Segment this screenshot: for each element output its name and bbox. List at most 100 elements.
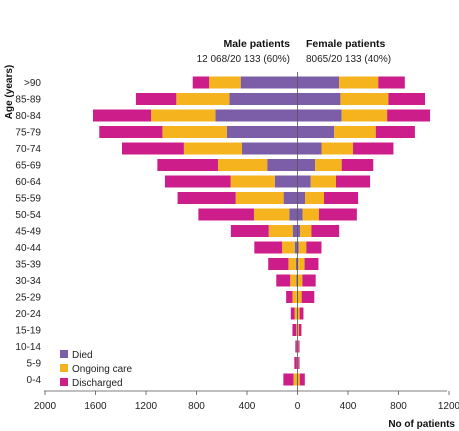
bar-male-died-9 — [292, 225, 298, 237]
x-axis-label: No of patients — [388, 419, 455, 430]
bar-male-died-1 — [229, 93, 298, 105]
y-axis-label: Age (years) — [4, 65, 15, 119]
bar-female-discharged-0 — [378, 76, 405, 89]
bar-female-ongoing-care-15 — [297, 324, 299, 336]
right-subheader: 8065/20 133 (40%) — [306, 54, 391, 65]
bar-male-discharged-7 — [177, 192, 236, 204]
bar-female-discharged-8 — [318, 208, 357, 221]
bar-female-ongoing-care-14 — [297, 307, 300, 320]
bar-male-ongoing-care-18 — [293, 373, 298, 386]
bar-male-ongoing-care-6 — [230, 175, 275, 188]
bar-male-died-5 — [267, 159, 298, 171]
y-tick-label: 10-14 — [15, 342, 41, 353]
bar-male-died-11 — [295, 258, 298, 270]
y-tick-label: 35-39 — [15, 260, 41, 271]
bar-female-ongoing-care-18 — [297, 373, 300, 386]
bar-male-discharged-10 — [254, 241, 283, 254]
bar-female-died-10 — [297, 241, 299, 254]
bar-female-ongoing-care-9 — [300, 225, 312, 237]
bars-layer — [92, 76, 431, 386]
y-tick-label: 85-89 — [15, 95, 41, 106]
bar-male-discharged-1 — [135, 93, 177, 105]
bar-male-discharged-8 — [198, 208, 254, 221]
bar-female-died-9 — [297, 225, 301, 237]
bar-male-discharged-12 — [276, 274, 291, 287]
bar-male-discharged-13 — [286, 291, 293, 303]
bar-female-died-3 — [297, 126, 335, 138]
bar-female-discharged-3 — [375, 126, 415, 138]
x-tick-label: 800 — [188, 401, 205, 412]
y-tick-label: >90 — [24, 78, 41, 89]
legend-label-discharged: Discharged — [72, 378, 123, 389]
bar-female-died-4 — [297, 142, 322, 155]
x-tick-label: 1200 — [135, 401, 158, 412]
bar-female-discharged-5 — [341, 159, 374, 171]
bar-male-ongoing-care-11 — [288, 258, 296, 270]
left-header: Male patients — [223, 38, 290, 50]
bar-female-ongoing-care-3 — [334, 126, 376, 138]
bar-male-ongoing-care-13 — [292, 291, 297, 303]
bar-male-discharged-18 — [283, 373, 294, 386]
bar-male-ongoing-care-5 — [217, 159, 268, 171]
bar-male-discharged-11 — [268, 258, 289, 270]
x-tick-label: 0 — [295, 401, 301, 412]
bar-male-died-7 — [283, 192, 298, 204]
bar-female-discharged-1 — [388, 93, 426, 105]
bar-female-ongoing-care-2 — [341, 109, 388, 122]
bar-male-ongoing-care-9 — [268, 225, 293, 237]
legend-swatch-died — [60, 350, 68, 358]
y-tick-label: 30-34 — [15, 276, 41, 287]
bar-male-ongoing-care-12 — [290, 274, 297, 287]
bar-female-ongoing-care-6 — [310, 175, 337, 188]
bar-female-discharged-4 — [353, 142, 394, 155]
bar-male-ongoing-care-4 — [183, 142, 242, 155]
bar-male-died-10 — [294, 241, 298, 254]
y-tick-label: 25-29 — [15, 293, 41, 304]
bar-female-ongoing-care-0 — [339, 76, 379, 89]
bar-male-died-0 — [240, 76, 298, 89]
bar-male-ongoing-care-14 — [294, 307, 298, 320]
bar-male-ongoing-care-2 — [151, 109, 216, 122]
y-tick-label: 5-9 — [27, 359, 42, 370]
bar-male-ongoing-care-1 — [176, 93, 230, 105]
bar-female-ongoing-care-12 — [298, 274, 303, 287]
bar-female-ongoing-care-5 — [315, 159, 342, 171]
bar-female-died-2 — [297, 109, 342, 122]
bar-male-discharged-14 — [290, 307, 295, 320]
bar-female-ongoing-care-10 — [298, 241, 307, 254]
bar-female-ongoing-care-7 — [305, 192, 325, 204]
x-tick-labels: 2000 1600 1200 800 400 0 400 800 1200 — [34, 391, 459, 412]
legend: Died Ongoing care Discharged — [60, 350, 132, 389]
bar-female-ongoing-care-13 — [297, 291, 302, 303]
bar-male-died-12 — [296, 274, 298, 287]
bar-female-discharged-13 — [301, 291, 315, 303]
y-tick-labels: >90 85-89 80-84 75-79 70-74 65-69 60-64 55-59 50… — [15, 78, 41, 386]
bar-female-died-8 — [297, 208, 303, 221]
bar-female-ongoing-care-11 — [298, 258, 305, 270]
y-tick-label: 45-49 — [15, 227, 41, 238]
bar-female-discharged-17 — [298, 357, 300, 369]
bar-female-discharged-12 — [302, 274, 316, 287]
bar-male-died-4 — [241, 142, 298, 155]
y-tick-label: 50-54 — [15, 210, 41, 221]
bar-male-ongoing-care-0 — [209, 76, 241, 89]
bar-male-died-6 — [274, 175, 298, 188]
x-tick-label: 2000 — [34, 401, 57, 412]
bar-male-died-8 — [289, 208, 298, 221]
bar-female-discharged-2 — [387, 109, 431, 122]
bar-male-discharged-4 — [122, 142, 184, 155]
bar-male-died-3 — [226, 126, 298, 138]
bar-female-ongoing-care-1 — [340, 93, 389, 105]
bar-male-ongoing-care-3 — [162, 126, 227, 138]
x-tick-label: 400 — [340, 401, 357, 412]
y-tick-label: 75-79 — [15, 128, 41, 139]
y-tick-label: 0-4 — [27, 375, 42, 386]
bar-female-died-1 — [297, 93, 341, 105]
y-tick-label: 20-24 — [15, 309, 41, 320]
bar-female-ongoing-care-8 — [302, 208, 319, 221]
bar-male-ongoing-care-10 — [282, 241, 295, 254]
y-tick-label: 15-19 — [15, 326, 41, 337]
y-tick-label: 80-84 — [15, 111, 41, 122]
bar-female-died-6 — [297, 175, 311, 188]
